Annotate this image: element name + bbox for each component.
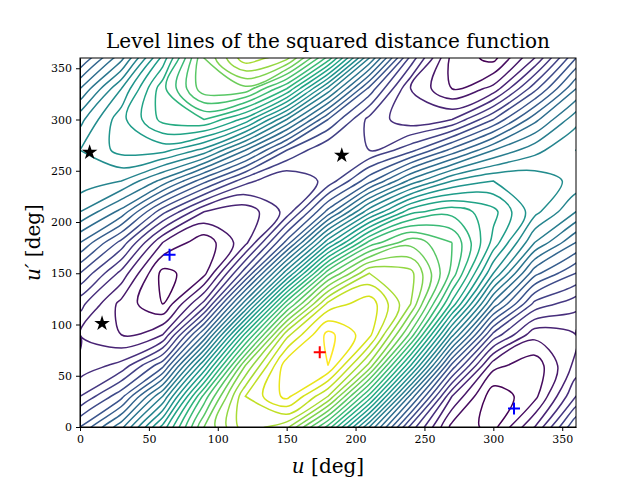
y-tick-label: 200 [51, 216, 72, 229]
x-tick-label: 50 [142, 433, 156, 446]
y-tick: 250 [51, 165, 80, 178]
x-axis-line [81, 427, 577, 428]
x-tick-mark [493, 427, 494, 431]
chart-container: 0 50 100 150 200 250 300 350 0 50 100 150 200 250 300 3… [0, 0, 640, 480]
y-tick-label: 150 [51, 267, 72, 280]
y-tick-mark [76, 376, 80, 377]
x-tick: 0 [77, 427, 84, 446]
x-tick: 350 [552, 427, 573, 446]
x-tick: 50 [142, 427, 156, 446]
x-tick-label: 300 [483, 433, 504, 446]
x-tick-label: 100 [208, 433, 229, 446]
contour-line [109, 58, 576, 427]
plot-frame [80, 58, 576, 427]
x-tick-mark [356, 427, 357, 431]
y-tick: 200 [51, 216, 80, 229]
contour-line [279, 58, 355, 399]
contour-line [80, 58, 576, 427]
chart-title: Level lines of the squared distance func… [106, 29, 550, 53]
y-axis-line [80, 59, 81, 428]
contour-line [80, 58, 576, 427]
y-tick-label: 50 [58, 370, 72, 383]
x-tick-label: 350 [552, 433, 573, 446]
y-tick-mark [76, 171, 80, 172]
contour-line [80, 58, 576, 427]
x-tick: 250 [414, 427, 435, 446]
contour-line [263, 58, 378, 407]
y-tick-mark [76, 120, 80, 121]
y-tick-label: 350 [51, 62, 72, 75]
contour-line [80, 58, 576, 427]
contour-line [244, 58, 388, 414]
contour-line [215, 58, 423, 427]
y-tick-label: 100 [51, 319, 72, 332]
y-tick-mark [76, 427, 80, 428]
contour-line [80, 58, 576, 427]
y-tick-label: 250 [51, 165, 72, 178]
star-marker [82, 144, 98, 159]
star-marker [334, 147, 350, 162]
markers [82, 144, 520, 414]
contour-line [155, 58, 480, 427]
y-tick: 50 [58, 370, 80, 383]
y-tick-label: 300 [51, 114, 72, 127]
plus-marker [314, 346, 326, 358]
contour-line [80, 58, 576, 427]
contour-line [80, 58, 576, 427]
y-axis: 0 50 100 150 200 250 300 350 [51, 59, 81, 435]
y-tick-mark [76, 325, 80, 326]
y-tick-mark [76, 273, 80, 274]
y-axis-title: u′ [deg] [21, 204, 45, 281]
y-tick: 350 [51, 62, 80, 75]
contour-line [141, 58, 498, 427]
contour-line [204, 58, 432, 427]
contour-lines [80, 58, 576, 427]
x-tick-mark [149, 427, 150, 431]
x-tick-mark [287, 427, 288, 431]
contour-line [226, 58, 414, 427]
contour-line [80, 58, 576, 427]
x-axis-title: u [deg] [292, 454, 364, 478]
y-tick: 300 [51, 114, 80, 127]
contour-line [80, 58, 576, 427]
y-tick-mark [76, 68, 80, 69]
y-tick: 0 [65, 421, 80, 434]
x-tick-label: 150 [277, 433, 298, 446]
chart-svg: 0 50 100 150 200 250 300 350 0 50 100 150 200 250 300 3… [0, 0, 640, 480]
contour-line [176, 58, 462, 427]
contour-line [324, 331, 335, 365]
x-tick-mark [218, 427, 219, 431]
x-tick-mark [80, 427, 81, 431]
x-tick: 100 [208, 427, 229, 446]
contour-line [80, 58, 576, 427]
x-tick-mark [424, 427, 425, 431]
y-tick-mark [76, 222, 80, 223]
x-tick: 200 [346, 427, 367, 446]
contour-line [186, 58, 452, 427]
x-axis: 0 50 100 150 200 250 300 350 [77, 427, 577, 446]
x-tick: 150 [277, 427, 298, 446]
contour-line [166, 58, 472, 427]
y-tick: 100 [51, 319, 80, 332]
contour-line [196, 58, 441, 427]
y-tick-label: 0 [65, 421, 72, 434]
plus-marker [164, 249, 176, 261]
x-tick-label: 250 [414, 433, 435, 446]
x-tick: 300 [483, 427, 504, 446]
star-marker [94, 315, 110, 330]
contour-line [236, 58, 399, 427]
contour-line [126, 58, 512, 427]
plus-marker [508, 403, 520, 415]
x-tick-label: 200 [346, 433, 367, 446]
contour-line [80, 58, 576, 427]
contour-line [80, 58, 576, 427]
x-tick-mark [562, 427, 563, 431]
x-tick-label: 0 [77, 433, 84, 446]
y-tick: 150 [51, 267, 80, 280]
